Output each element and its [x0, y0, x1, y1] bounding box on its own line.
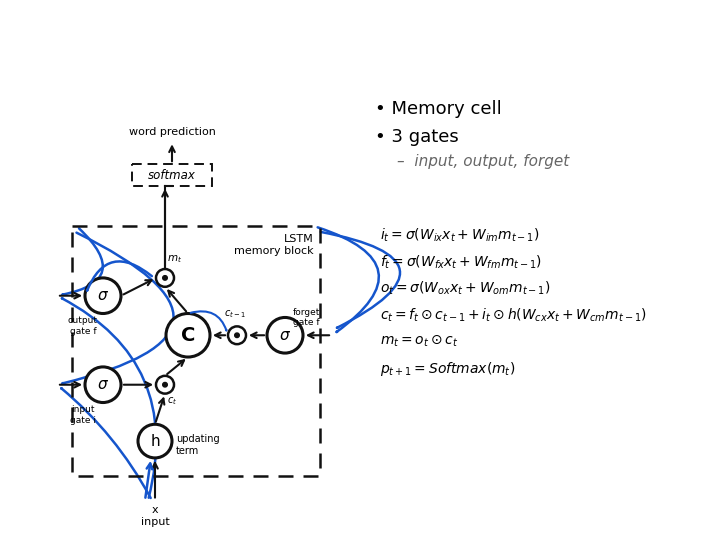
Text: forget
gate f: forget gate f [293, 308, 320, 327]
Text: • 3 gates: • 3 gates [375, 127, 459, 146]
Text: $\sigma$: $\sigma$ [97, 288, 109, 303]
Circle shape [163, 382, 167, 387]
Text: LSTM
memory block: LSTM memory block [235, 234, 314, 256]
Text: $f_t = \sigma(W_{fx}x_t + W_{fm}m_{t-1})$: $f_t = \sigma(W_{fx}x_t + W_{fm}m_{t-1})… [380, 253, 542, 271]
Text: output
gate f: output gate f [68, 316, 98, 336]
Text: softmax: softmax [148, 168, 196, 181]
Text: input
gate i: input gate i [70, 406, 96, 425]
Circle shape [235, 333, 239, 338]
Text: $i_t = \sigma(W_{ix}x_t + W_{im}m_{t-1})$: $i_t = \sigma(W_{ix}x_t + W_{im}m_{t-1})… [380, 226, 539, 244]
Text: $m_t$: $m_t$ [167, 253, 182, 265]
Text: –  input, output, forget: – input, output, forget [397, 154, 570, 169]
FancyArrowPatch shape [62, 298, 156, 498]
Circle shape [85, 367, 121, 402]
Text: input: input [140, 517, 169, 527]
Text: Long Short-Term Memory (LSTM): Long Short-Term Memory (LSTM) [11, 21, 462, 49]
Circle shape [156, 376, 174, 394]
Text: $c_{t-1}$: $c_{t-1}$ [224, 308, 246, 320]
Text: updating
term: updating term [176, 434, 220, 456]
Text: $m_t = o_t \odot c_t$: $m_t = o_t \odot c_t$ [380, 333, 458, 349]
Text: $o_t = \sigma(W_{ox}x_t + W_{om}m_{t-1})$: $o_t = \sigma(W_{ox}x_t + W_{om}m_{t-1})… [380, 280, 551, 298]
FancyArrowPatch shape [87, 261, 152, 291]
FancyArrowPatch shape [63, 233, 174, 383]
Circle shape [228, 326, 246, 344]
Circle shape [85, 278, 121, 314]
Text: $c_t$: $c_t$ [167, 396, 177, 407]
FancyArrowPatch shape [63, 228, 103, 295]
Circle shape [166, 314, 210, 357]
Text: word prediction: word prediction [129, 127, 215, 138]
Circle shape [156, 269, 174, 287]
FancyArrowPatch shape [61, 388, 150, 498]
FancyArrowPatch shape [191, 312, 227, 330]
Text: $c_t = f_t \odot c_{t-1} + i_t \odot h(W_{cx}x_t + W_{cm}m_{t-1})$: $c_t = f_t \odot c_{t-1} + i_t \odot h(W… [380, 307, 647, 324]
Text: x: x [152, 505, 158, 515]
Circle shape [267, 318, 303, 353]
Text: $\sigma$: $\sigma$ [279, 328, 291, 343]
Text: h: h [150, 434, 160, 449]
Text: $\sigma$: $\sigma$ [97, 377, 109, 392]
FancyArrowPatch shape [318, 227, 379, 332]
Text: C: C [181, 326, 195, 345]
Text: • Memory cell: • Memory cell [375, 100, 502, 118]
Circle shape [138, 424, 172, 458]
Circle shape [163, 275, 167, 280]
FancyArrowPatch shape [320, 232, 400, 328]
Text: $p_{t+1} = Softmax(m_t)$: $p_{t+1} = Softmax(m_t)$ [380, 360, 516, 378]
